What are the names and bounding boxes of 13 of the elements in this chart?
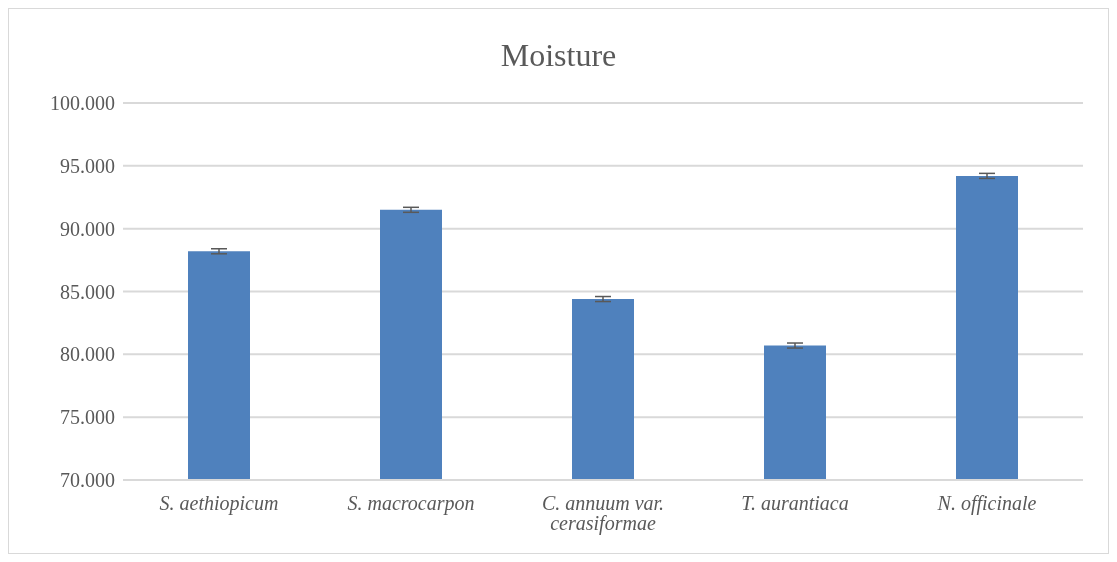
x-tick-label: S. macrocarpon bbox=[347, 492, 475, 516]
y-tick-label: 75.000 bbox=[60, 406, 115, 429]
x-tick-label: S. aethiopicum bbox=[159, 492, 279, 516]
x-tick-label: T. aurantiaca bbox=[741, 492, 849, 515]
y-tick-label: 90.000 bbox=[60, 217, 115, 240]
x-tick-label: N. officinale bbox=[936, 492, 1037, 516]
y-tick-label: 95.000 bbox=[60, 154, 115, 177]
chart-title: Moisture bbox=[499, 37, 618, 74]
y-tick-label: 100.000 bbox=[50, 92, 115, 115]
y-tick-label: 80.000 bbox=[60, 343, 115, 366]
y-tick-label: 70.000 bbox=[60, 469, 115, 492]
y-tick-label: 85.000 bbox=[60, 280, 115, 303]
x-tick-label: C. annuum var. cerasiformae bbox=[541, 492, 665, 536]
